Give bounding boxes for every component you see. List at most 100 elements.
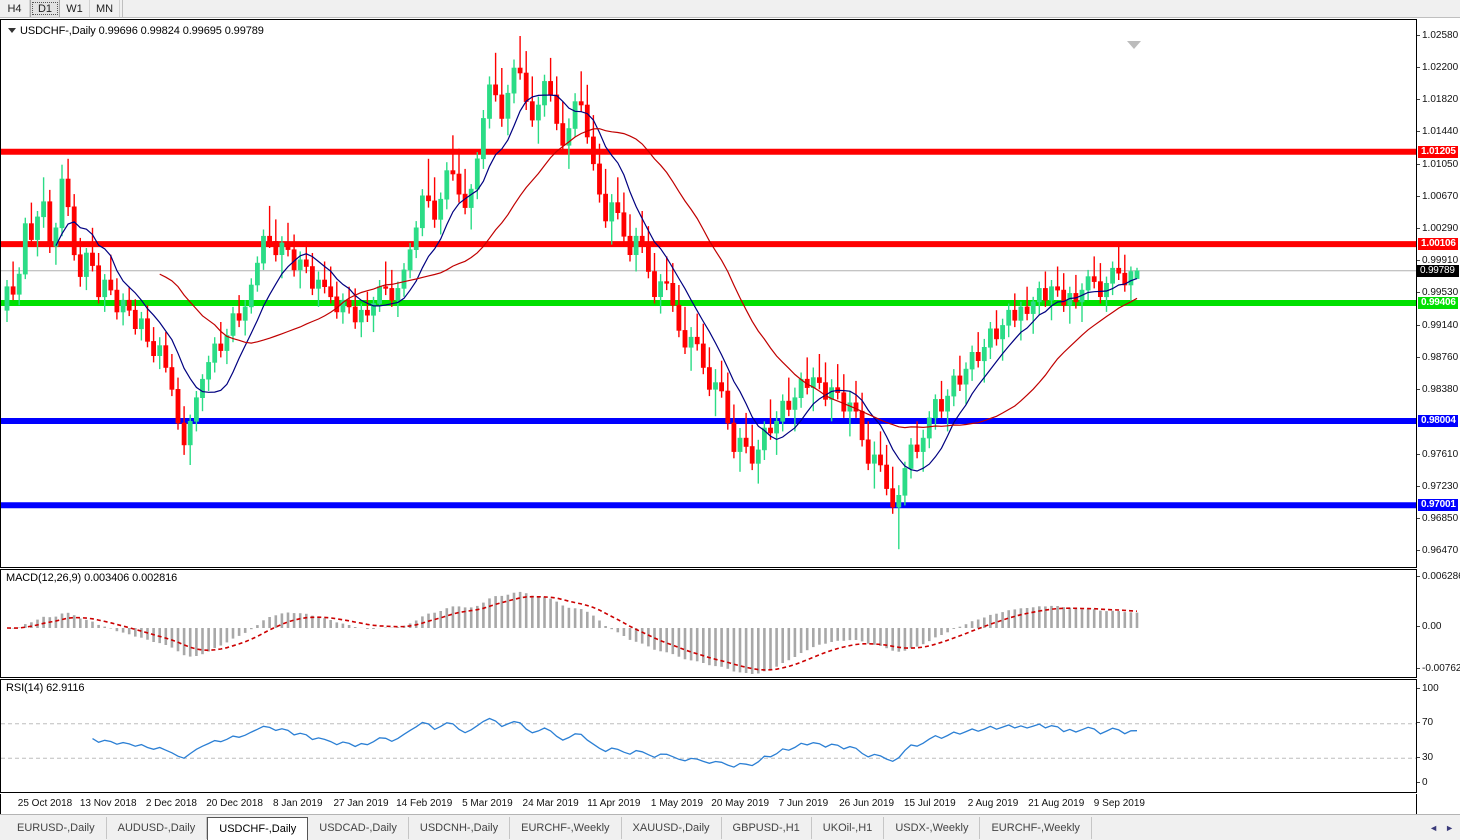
price-tick-7: 0.99910 bbox=[1417, 255, 1460, 266]
date-axis-label-1: 13 Nov 2018 bbox=[79, 798, 137, 809]
macd-tick-0: 0.006286 bbox=[1417, 571, 1460, 582]
symbol-tab-usdchfdaily[interactable]: USDCHF-,Daily bbox=[207, 816, 309, 840]
price-pane-header: USDCHF-,Daily 0.99696 0.99824 0.99695 0.… bbox=[8, 25, 264, 37]
tick-label: 0.97610 bbox=[1422, 448, 1459, 460]
timeframe-h4[interactable]: H4 bbox=[0, 0, 30, 17]
date-axis-label-0: 25 Oct 2018 bbox=[17, 798, 73, 809]
tick-label: -0.00762 bbox=[1422, 662, 1460, 674]
tick-dash bbox=[1417, 164, 1420, 166]
symbol-tab-audusddaily[interactable]: AUDUSD-,Daily bbox=[107, 816, 208, 839]
tick-label: 1.00290 bbox=[1422, 223, 1459, 235]
collapse-triangle-icon[interactable] bbox=[8, 27, 16, 33]
price-tick-12: 0.97610 bbox=[1417, 449, 1460, 460]
rsi-pane[interactable]: RSI(14) 62.9116 bbox=[0, 679, 1417, 793]
timeframe-mn-label: MN bbox=[95, 2, 114, 15]
price-tick-2: 1.01820 bbox=[1417, 94, 1460, 105]
rsi-tick-1: 70 bbox=[1417, 717, 1460, 728]
chart-frame: USDCHF-,Daily 0.99696 0.99824 0.99695 0.… bbox=[0, 19, 1460, 815]
price-level-tag-0.98004[interactable]: 0.98004 bbox=[1418, 414, 1458, 427]
timeframe-w1[interactable]: W1 bbox=[60, 0, 90, 17]
price-pane[interactable]: USDCHF-,Daily 0.99696 0.99824 0.99695 0.… bbox=[0, 20, 1417, 568]
macd-pane[interactable]: MACD(12,26,9) 0.003406 0.002816 bbox=[0, 569, 1417, 678]
symbol-tab-eurchfweekly[interactable]: EURCHF-,Weekly bbox=[980, 816, 1092, 839]
price-tick-4: 1.01050 bbox=[1417, 159, 1460, 170]
rsi-pane-label: RSI(14) 62.9116 bbox=[6, 682, 85, 694]
date-axis[interactable]: 25 Oct 2018 13 Nov 2018 2 Dec 2018 20 Dec 2… bbox=[0, 794, 1417, 815]
price-tick-14: 0.96850 bbox=[1417, 513, 1460, 524]
tick-dash bbox=[1417, 722, 1420, 724]
price-tick-10: 0.98760 bbox=[1417, 352, 1460, 363]
tick-label: 1.00670 bbox=[1422, 191, 1459, 203]
tick-dash bbox=[1417, 388, 1420, 390]
timeframe-mn[interactable]: MN bbox=[90, 0, 120, 17]
date-axis-label-8: 24 Mar 2019 bbox=[522, 798, 579, 809]
tick-label: 1.02200 bbox=[1422, 62, 1459, 74]
date-axis-label-11: 20 May 2019 bbox=[711, 798, 770, 809]
tick-label: 0.99910 bbox=[1422, 255, 1459, 267]
toolbar-divider bbox=[122, 0, 123, 17]
date-axis-label-3: 20 Dec 2018 bbox=[206, 798, 263, 809]
tick-dash bbox=[1417, 196, 1420, 198]
rsi-scale-pane: 100 70 30 0 bbox=[1417, 678, 1460, 792]
price-tick-13: 0.97230 bbox=[1417, 481, 1460, 492]
rsi-canvas bbox=[1, 717, 1416, 768]
tick-label: 1.01440 bbox=[1422, 126, 1459, 138]
price-plot[interactable] bbox=[1, 20, 1416, 567]
symbol-tab-eurusddaily[interactable]: EURUSD-,Daily bbox=[6, 816, 107, 839]
tick-dash bbox=[1417, 756, 1420, 758]
timeframe-d1[interactable]: D1 bbox=[30, 0, 60, 17]
symbol-tab-usdcnhdaily[interactable]: USDCNH-,Daily bbox=[409, 816, 511, 839]
tab-scroll-left-icon[interactable]: ◄ bbox=[1429, 822, 1439, 833]
timeframe-h4-label: H4 bbox=[7, 2, 22, 15]
price-canvas bbox=[1, 36, 1416, 550]
tick-label: 0.96850 bbox=[1422, 512, 1459, 524]
tick-dash bbox=[1417, 67, 1420, 69]
tick-label: 0.98380 bbox=[1422, 383, 1459, 395]
date-axis-label-2: 2 Dec 2018 bbox=[145, 798, 197, 809]
price-tick-6: 1.00290 bbox=[1417, 223, 1460, 234]
price-scale[interactable]: 1.02580 1.02200 1.01820 1.01440 1.01050 1.006… bbox=[1417, 19, 1460, 814]
price-pane-title: USDCHF-,Daily 0.99696 0.99824 0.99695 0.… bbox=[20, 25, 264, 37]
rsi-plot[interactable] bbox=[1, 680, 1416, 792]
tick-dash bbox=[1417, 292, 1420, 294]
price-level-tag-1.00106[interactable]: 1.00106 bbox=[1418, 238, 1458, 251]
tick-dash bbox=[1417, 324, 1420, 326]
timeframe-toolbar: H4 D1 W1 MN bbox=[0, 0, 1460, 18]
rsi-tick-0: 100 bbox=[1417, 683, 1460, 694]
tick-label: 0.97230 bbox=[1422, 480, 1459, 492]
tick-dash bbox=[1417, 575, 1420, 577]
tick-dash bbox=[1417, 549, 1420, 551]
rsi-tick-3: 0 bbox=[1417, 777, 1460, 788]
date-axis-label-10: 1 May 2019 bbox=[650, 798, 704, 809]
price-scale-pane: 1.02580 1.02200 1.01820 1.01440 1.01050 1.006… bbox=[1417, 19, 1460, 567]
tick-label: 30 bbox=[1422, 751, 1434, 763]
price-level-tag-0.99406[interactable]: 0.99406 bbox=[1418, 297, 1458, 309]
tick-dash bbox=[1417, 99, 1420, 101]
timeframe-d1-label: D1 bbox=[37, 2, 53, 15]
tick-dash bbox=[1417, 781, 1420, 783]
date-axis-label-17: 9 Sep 2019 bbox=[1093, 798, 1145, 809]
tab-scroll-right-icon[interactable]: ► bbox=[1445, 822, 1454, 833]
date-axis-label-9: 11 Apr 2019 bbox=[587, 798, 641, 809]
symbol-tab-xauusddaily[interactable]: XAUUSD-,Daily bbox=[622, 816, 722, 839]
tick-dash bbox=[1417, 356, 1420, 358]
symbol-tab-eurchfweekly[interactable]: EURCHF-,Weekly bbox=[510, 816, 622, 839]
chart-top-marker-icon bbox=[1127, 41, 1141, 49]
macd-plot[interactable] bbox=[1, 570, 1416, 677]
symbol-tab-usdcaddaily[interactable]: USDCAD-,Daily bbox=[308, 816, 409, 839]
date-axis-label-14: 15 Jul 2019 bbox=[903, 798, 956, 809]
tick-label: 0.96470 bbox=[1422, 544, 1459, 556]
price-level-tag-0.99789[interactable]: 0.99789 bbox=[1417, 264, 1459, 277]
date-axis-label-16: 21 Aug 2019 bbox=[1028, 798, 1085, 809]
symbol-tab-gbpusdh1[interactable]: GBPUSD-,H1 bbox=[722, 816, 812, 839]
tick-dash bbox=[1417, 687, 1420, 689]
date-axis-label-15: 2 Aug 2019 bbox=[967, 798, 1019, 809]
date-axis-label-12: 7 Jun 2019 bbox=[778, 798, 829, 809]
tick-label: 70 bbox=[1422, 717, 1434, 729]
symbol-tab-ukoilh1[interactable]: UKOil-,H1 bbox=[812, 816, 885, 839]
tick-label: 1.01050 bbox=[1422, 159, 1459, 171]
price-level-tag-1.01205[interactable]: 1.01205 bbox=[1418, 145, 1458, 158]
macd-scale-pane: 0.006286 0.00 -0.00762 bbox=[1417, 568, 1460, 677]
price-level-tag-0.97001[interactable]: 0.97001 bbox=[1418, 499, 1458, 512]
symbol-tab-usdxweekly[interactable]: USDX-,Weekly bbox=[884, 816, 981, 839]
